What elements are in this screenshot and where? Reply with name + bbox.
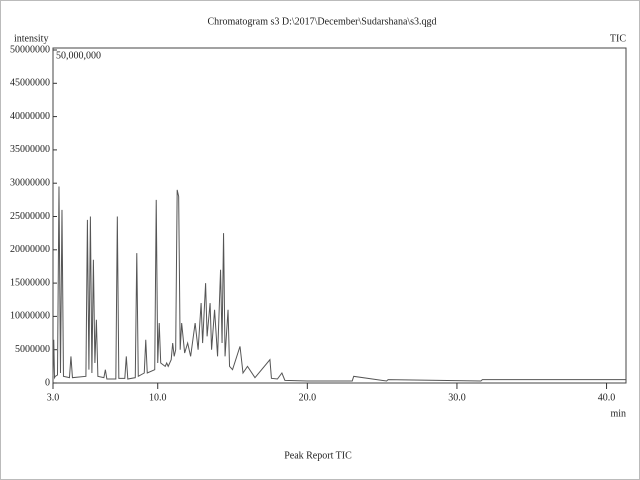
x-tick-label: 10.0 <box>149 392 167 403</box>
y-tick-label: 0 <box>45 377 50 388</box>
x-tick-label: 20.0 <box>299 392 317 403</box>
x-axis-label: min <box>610 408 626 419</box>
y-axis-label: intensity <box>14 33 48 44</box>
y-tick-label: 15000000 <box>10 277 50 288</box>
y-tick-label: 35000000 <box>10 144 50 155</box>
chart-title: Chromatogram s3 D:\2017\December\Sudarsh… <box>207 16 436 27</box>
x-tick-label: 30.0 <box>448 392 466 403</box>
footer: Peak Report TIC <box>284 450 352 461</box>
series-line <box>52 186 626 382</box>
annotation: 50,000,000 <box>56 50 101 61</box>
plot-frame <box>52 47 627 384</box>
y-tick-label: 40000000 <box>10 111 50 122</box>
y-tick-label: 30000000 <box>10 177 50 188</box>
y-tick-label: 25000000 <box>10 211 50 222</box>
y-tick-label: 50000000 <box>10 44 50 55</box>
series-label: TIC <box>610 33 626 44</box>
x-tick-label: 3.0 <box>47 392 60 403</box>
y-tick-label: 10000000 <box>10 311 50 322</box>
y-tick-label: 5000000 <box>15 344 50 355</box>
y-tick-label: 45000000 <box>10 78 50 89</box>
y-tick-label: 20000000 <box>10 244 50 255</box>
x-tick-label: 40.0 <box>598 392 616 403</box>
